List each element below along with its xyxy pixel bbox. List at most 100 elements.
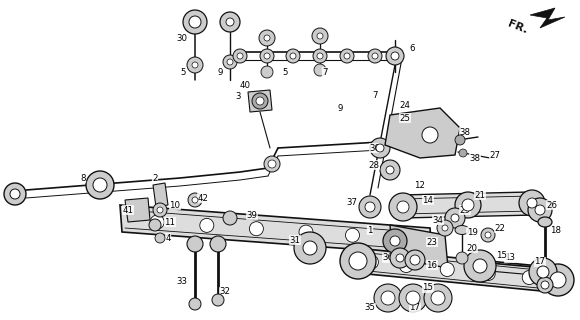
Circle shape <box>462 199 474 211</box>
Circle shape <box>346 228 360 242</box>
Text: 9: 9 <box>338 103 343 113</box>
Circle shape <box>389 193 417 221</box>
Circle shape <box>187 236 203 252</box>
Circle shape <box>528 198 552 222</box>
Polygon shape <box>248 90 272 112</box>
Text: 38: 38 <box>459 127 470 137</box>
Text: 33: 33 <box>176 277 187 286</box>
Text: 30: 30 <box>176 34 187 43</box>
Circle shape <box>481 267 495 281</box>
Circle shape <box>340 49 354 63</box>
Text: 9: 9 <box>218 68 223 76</box>
Circle shape <box>386 231 400 245</box>
Text: 39: 39 <box>246 211 258 220</box>
Text: 36: 36 <box>382 253 393 262</box>
Text: 5: 5 <box>282 68 288 76</box>
Circle shape <box>381 291 395 305</box>
Circle shape <box>422 127 438 143</box>
Circle shape <box>405 250 425 270</box>
Circle shape <box>233 49 247 63</box>
Text: 3: 3 <box>235 92 241 100</box>
Text: 25: 25 <box>400 114 411 123</box>
Circle shape <box>365 202 375 212</box>
Text: 17: 17 <box>535 258 546 267</box>
Circle shape <box>396 254 404 262</box>
Circle shape <box>286 49 300 63</box>
Circle shape <box>256 97 264 105</box>
Text: 6: 6 <box>409 44 415 52</box>
Text: 32: 32 <box>219 287 230 297</box>
Text: 11: 11 <box>165 218 176 227</box>
Polygon shape <box>125 198 150 222</box>
Polygon shape <box>385 108 460 158</box>
Circle shape <box>542 264 574 296</box>
Text: 2: 2 <box>152 173 158 182</box>
Circle shape <box>260 49 274 63</box>
Circle shape <box>303 241 317 255</box>
Text: 20: 20 <box>466 244 477 252</box>
Circle shape <box>451 214 459 222</box>
Text: 28: 28 <box>368 161 379 170</box>
Circle shape <box>155 233 165 243</box>
Circle shape <box>312 28 328 44</box>
Circle shape <box>364 255 378 269</box>
Circle shape <box>192 197 198 203</box>
Circle shape <box>399 259 413 273</box>
Circle shape <box>220 12 240 32</box>
Circle shape <box>399 284 427 312</box>
Polygon shape <box>153 183 168 207</box>
Text: 15: 15 <box>496 251 508 260</box>
Circle shape <box>390 236 400 246</box>
Text: 18: 18 <box>550 226 561 235</box>
Circle shape <box>372 53 378 59</box>
Text: 12: 12 <box>415 180 426 189</box>
Text: 14: 14 <box>422 196 433 204</box>
Circle shape <box>93 178 107 192</box>
Circle shape <box>410 255 420 265</box>
Text: FR.: FR. <box>506 19 529 36</box>
Circle shape <box>386 47 404 65</box>
Text: 26: 26 <box>546 201 557 210</box>
Circle shape <box>200 218 214 232</box>
Circle shape <box>313 49 327 63</box>
Circle shape <box>157 207 163 213</box>
Text: 7: 7 <box>372 91 378 100</box>
Text: 24: 24 <box>400 100 411 109</box>
Circle shape <box>376 144 384 152</box>
Circle shape <box>153 203 167 217</box>
Text: 8: 8 <box>80 173 86 182</box>
Circle shape <box>150 215 164 229</box>
Circle shape <box>406 291 420 305</box>
Circle shape <box>189 298 201 310</box>
Circle shape <box>227 59 233 65</box>
Text: 22: 22 <box>495 223 506 233</box>
Text: 19: 19 <box>466 228 477 236</box>
Text: 41: 41 <box>122 205 133 214</box>
Polygon shape <box>530 8 565 28</box>
Circle shape <box>344 53 350 59</box>
Text: 37: 37 <box>346 197 357 206</box>
Circle shape <box>459 149 467 157</box>
Circle shape <box>223 55 237 69</box>
Circle shape <box>473 259 487 273</box>
Circle shape <box>380 160 400 180</box>
Circle shape <box>368 49 382 63</box>
Circle shape <box>537 277 553 293</box>
Text: 10: 10 <box>169 201 180 210</box>
Circle shape <box>437 220 453 236</box>
Circle shape <box>212 294 224 306</box>
Circle shape <box>261 66 273 78</box>
Circle shape <box>86 171 114 199</box>
Ellipse shape <box>538 217 552 227</box>
Circle shape <box>440 262 454 276</box>
Circle shape <box>383 229 407 253</box>
Circle shape <box>290 53 296 59</box>
Circle shape <box>529 258 557 286</box>
Text: 27: 27 <box>490 150 501 159</box>
Circle shape <box>541 281 549 289</box>
Text: 23: 23 <box>426 237 437 246</box>
Circle shape <box>519 190 545 216</box>
Circle shape <box>386 166 394 174</box>
Text: 13: 13 <box>505 253 516 262</box>
Circle shape <box>390 248 410 268</box>
